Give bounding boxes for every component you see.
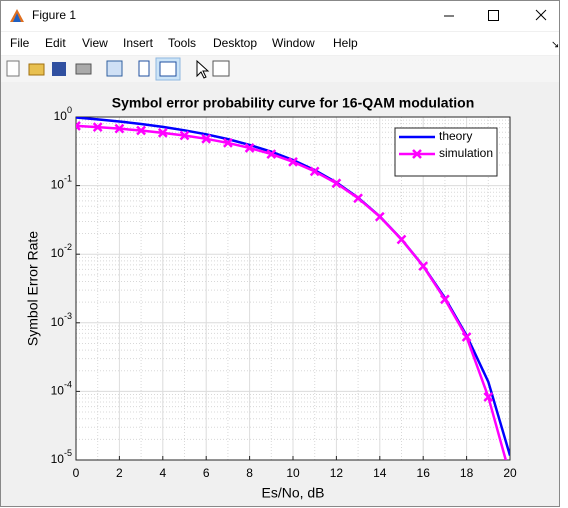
print-icon[interactable] [75, 63, 92, 75]
marker [353, 193, 363, 204]
x-tick-label: 18 [460, 466, 474, 480]
menu-item[interactable]: Tools [168, 36, 196, 50]
y-tick-label: 10-3 [51, 311, 72, 329]
toolbar-icons [6, 57, 230, 81]
legend-label: theory [439, 129, 472, 143]
x-tick-label: 14 [373, 466, 387, 480]
marker [76, 121, 81, 131]
maximize-button[interactable] [488, 10, 499, 21]
marker [179, 130, 190, 141]
menu-item[interactable]: Edit [45, 36, 66, 50]
marker [418, 261, 429, 272]
x-tick-label: 6 [203, 466, 210, 480]
y-tick-label: 10-2 [51, 243, 72, 261]
y-tick-label: 100 [54, 105, 72, 123]
marker [374, 211, 385, 222]
marker [157, 127, 168, 138]
y-tick-label: 10-5 [51, 448, 72, 466]
toolbar [1, 56, 559, 82]
marker [223, 138, 233, 148]
menu-item[interactable]: Help [333, 36, 358, 50]
marker [92, 122, 103, 133]
legend-label: simulation [439, 146, 493, 160]
x-tick-label: 12 [330, 466, 344, 480]
title-bar [1, 1, 559, 31]
marker [114, 123, 125, 134]
save-icon[interactable] [52, 62, 66, 76]
link-icon[interactable] [106, 60, 123, 77]
marker [483, 392, 494, 402]
colorbar-icon[interactable] [138, 60, 150, 77]
menu-bar [1, 32, 559, 55]
x-tick-label: 8 [246, 466, 253, 480]
app-icon [10, 9, 24, 22]
x-tick-label: 10 [286, 466, 300, 480]
legend-icon[interactable] [159, 61, 177, 77]
menu: File Edit View Insert Tools Desktop Window Help [10, 36, 358, 50]
marker [461, 332, 472, 342]
close-button[interactable] [535, 9, 547, 21]
marker [201, 133, 212, 144]
menu-item[interactable]: Window [272, 36, 315, 50]
menu-item[interactable]: Desktop [213, 36, 257, 50]
x-tick-label: 2 [116, 466, 123, 480]
axes-box [75, 116, 511, 461]
marker [136, 125, 146, 136]
marker [396, 234, 407, 245]
menu-item[interactable]: File [10, 36, 30, 50]
window-title: Figure 1 [32, 8, 76, 22]
y-tick-label: 10-4 [51, 380, 72, 398]
marker [331, 178, 342, 189]
pointer-icon[interactable] [196, 59, 210, 79]
series-area [76, 117, 510, 460]
marker [266, 149, 277, 159]
menu-arrow: ↘ [551, 40, 559, 51]
menu-item[interactable]: Insert [123, 36, 154, 50]
open-icon[interactable] [28, 63, 45, 76]
x-tick-label: 0 [73, 466, 80, 480]
marker [244, 143, 255, 153]
legend-marker [412, 149, 422, 159]
menu-item[interactable]: View [82, 36, 108, 50]
y-axis-label: Symbol Error Rate [25, 231, 41, 346]
x-axis-label: Es/No, dB [261, 485, 324, 501]
chart-title: Symbol error probability curve for 16-QA… [112, 95, 475, 111]
x-tick-label: 20 [503, 466, 517, 480]
x-tick-label: 16 [417, 466, 431, 480]
marker [288, 156, 298, 167]
plot: 0 2 4 6 8 10 12 14 16 18 20 10-5 10-4 10-3 10-2 10-1 100… [25, 95, 517, 501]
new-icon[interactable] [6, 60, 20, 77]
x-tick-label: 4 [159, 466, 166, 480]
marker [440, 294, 450, 305]
property-icon[interactable] [212, 60, 230, 77]
marker [309, 166, 320, 177]
y-tick-label: 10-1 [51, 174, 72, 192]
